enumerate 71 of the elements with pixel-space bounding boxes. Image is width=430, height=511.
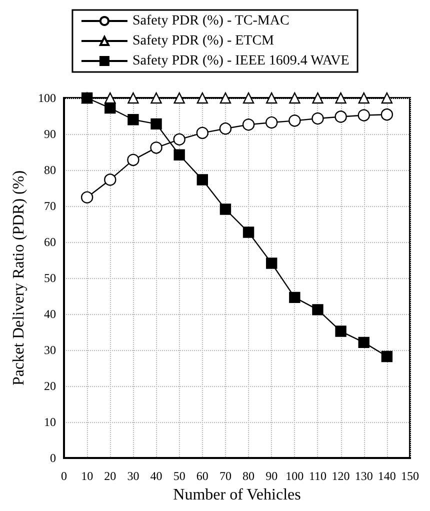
point — [266, 116, 278, 129]
x-tick-label: 20 — [104, 469, 116, 483]
point — [174, 149, 185, 160]
y-tick-label: 20 — [44, 379, 56, 393]
x-tick-label: 80 — [242, 469, 255, 483]
x-tick-label: 50 — [173, 469, 186, 483]
point — [196, 174, 208, 186]
y-tick-label: 30 — [44, 343, 56, 357]
y-tick-label: 40 — [44, 307, 56, 321]
x-tick-label: 10 — [81, 469, 94, 483]
x-tick-label: 140 — [378, 469, 396, 483]
point — [150, 92, 162, 104]
point — [196, 126, 208, 140]
x-tick-label: 110 — [308, 469, 327, 483]
point — [288, 114, 301, 127]
y-tick-label: 60 — [44, 235, 56, 249]
point — [220, 92, 232, 104]
y-tick-label: 10 — [44, 415, 56, 429]
point — [104, 174, 116, 186]
y-tick-label: 100 — [38, 91, 56, 105]
point — [173, 133, 186, 146]
point — [266, 258, 278, 269]
point — [150, 118, 162, 130]
x-tick-label: 70 — [219, 469, 232, 483]
point — [289, 292, 300, 304]
x-tick-label: 130 — [354, 469, 373, 483]
legend-label: Safety PDR (%) - ETCM — [132, 34, 275, 48]
point — [335, 92, 346, 104]
point — [381, 350, 393, 362]
x-tick-label: 100 — [286, 469, 304, 483]
legend-label: Safety PDR (%) - TC-MAC — [132, 14, 290, 28]
point — [104, 102, 116, 114]
point — [380, 108, 394, 121]
point — [219, 122, 232, 135]
point — [242, 226, 254, 238]
x-tick-label: 150 — [401, 469, 419, 483]
point — [334, 110, 347, 123]
point — [128, 92, 139, 104]
point — [289, 92, 300, 104]
point — [242, 92, 254, 104]
y-tick-label: 90 — [44, 127, 56, 141]
legend-label: Safety PDR (%) - IEEE 1609.4 WAVE — [132, 54, 350, 68]
x-tick-label: 120 — [332, 469, 350, 483]
point — [80, 191, 94, 204]
y-tick-label: 0 — [50, 451, 56, 465]
x-axis-title: Number of Vehicles — [173, 486, 301, 504]
x-tick-label: 30 — [127, 469, 140, 483]
point — [174, 92, 185, 104]
point — [312, 92, 324, 104]
y-axis-title: Packet Delivery Ratio (PDR) (%) — [10, 170, 28, 386]
x-tick-label: 90 — [266, 469, 278, 483]
x-tick-label: 0 — [61, 469, 67, 483]
y-tick-label: 80 — [44, 163, 56, 177]
point — [335, 326, 346, 337]
x-tick-label: 40 — [150, 469, 162, 483]
point — [150, 142, 162, 154]
point — [381, 92, 393, 104]
y-tick-label: 50 — [44, 271, 56, 285]
point — [196, 92, 208, 104]
point — [127, 154, 140, 166]
point — [266, 92, 278, 104]
point — [242, 118, 255, 131]
point — [128, 114, 139, 126]
point — [312, 304, 324, 316]
x-tick-label: 60 — [196, 469, 208, 483]
point — [358, 109, 370, 122]
point — [312, 112, 324, 125]
point — [220, 204, 232, 215]
y-tick-label: 70 — [44, 199, 56, 213]
point — [358, 92, 370, 104]
point — [358, 336, 370, 348]
